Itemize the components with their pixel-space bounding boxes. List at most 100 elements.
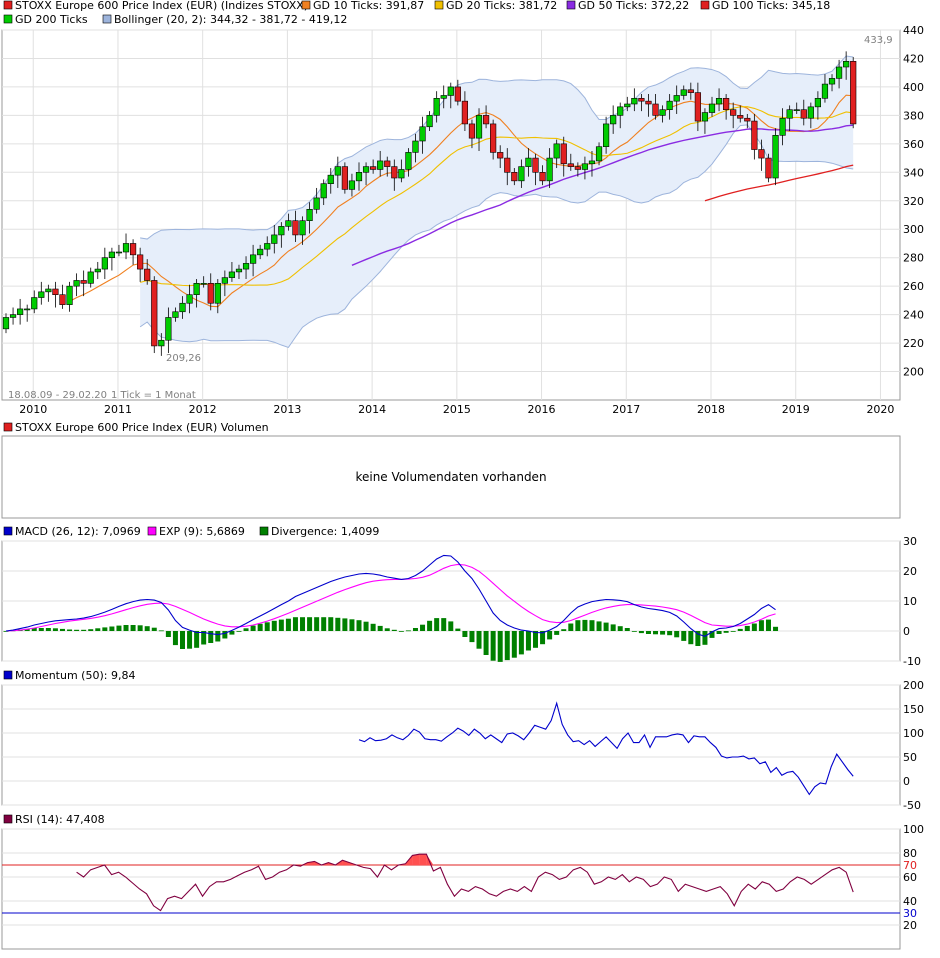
candle-up <box>581 163 589 170</box>
divergence-bar <box>257 623 263 631</box>
candle-up <box>405 152 412 170</box>
price-legend: STOXX Europe 600 Price Index (EUR) (Indi… <box>3 0 830 26</box>
legend-swatch <box>3 526 13 536</box>
candle-up <box>666 100 673 110</box>
gd20-line <box>140 106 854 287</box>
momentum-legend: Momentum (50): 9,84 <box>3 669 135 682</box>
candle-up <box>814 98 821 108</box>
candle-down <box>292 220 299 236</box>
candle-up <box>475 115 483 139</box>
macd-line <box>5 554 776 638</box>
candle-up <box>179 302 186 313</box>
candle-down <box>137 254 144 270</box>
candle-down <box>207 283 214 304</box>
divergence-bar <box>667 631 673 636</box>
divergence-bar <box>264 622 270 631</box>
divergence-bar <box>194 631 200 648</box>
y-tick-label: 30 <box>903 535 917 548</box>
price-plot: 433,9 209,26 <box>2 35 893 364</box>
candle-up <box>221 277 228 284</box>
y-tick-label: 440 <box>903 24 924 37</box>
candle-up <box>108 251 115 258</box>
divergence-bar <box>363 621 369 631</box>
divergence-bar <box>420 624 426 631</box>
divergence-bar <box>137 625 143 631</box>
y-tick-label: 380 <box>903 109 924 122</box>
divergence-bar <box>88 629 94 631</box>
divergence-bar <box>730 631 736 632</box>
divergence-bar <box>497 631 503 662</box>
legend-label: EXP (9): 5,6869 <box>159 525 245 538</box>
y-tick-label: 100 <box>903 727 924 740</box>
candle-up <box>94 268 101 273</box>
divergence-bar <box>448 621 454 631</box>
candle-up <box>115 251 123 254</box>
candle-up <box>412 140 419 153</box>
candle-down <box>723 98 730 110</box>
rsi-overbought-fill <box>412 854 420 865</box>
rsi-line <box>76 853 854 912</box>
volume-legend: STOXX Europe 600 Price Index (EUR) Volum… <box>3 421 269 434</box>
divergence-bar <box>744 625 750 631</box>
candle-down <box>850 61 857 125</box>
candle-up <box>828 78 836 85</box>
candle-up <box>377 160 384 170</box>
candle-up <box>786 109 793 119</box>
candle-down <box>384 160 391 167</box>
y-tick-label: 40 <box>903 895 917 908</box>
rsi-overbought-fill <box>426 854 434 865</box>
candle-up <box>419 126 426 142</box>
y-tick-label: 300 <box>903 223 924 236</box>
candle-up <box>285 220 292 227</box>
divergence-bar <box>504 631 510 661</box>
candle-down <box>80 280 87 284</box>
candle-up <box>250 254 257 264</box>
divergence-bar <box>52 628 58 631</box>
divergence-bar <box>476 631 482 649</box>
candle-up <box>715 98 723 105</box>
candle-up <box>553 143 560 159</box>
legend-label: GD 10 Ticks: 391,87 <box>313 0 424 12</box>
divergence-bar <box>144 626 150 631</box>
year-label: 2011 <box>104 403 132 416</box>
divergence-bar <box>314 617 320 631</box>
candle-up <box>193 283 200 295</box>
bollinger-lower <box>139 124 854 349</box>
divergence-bar <box>405 630 411 632</box>
candle-up <box>362 166 370 173</box>
candle-down <box>751 120 758 150</box>
divergence-bar <box>278 619 284 631</box>
candle-down <box>468 123 476 139</box>
candle-down <box>482 115 490 125</box>
divergence-bar <box>59 628 65 631</box>
divergence-bar <box>773 626 779 631</box>
candle-up <box>807 106 814 119</box>
divergence-bar <box>462 631 468 637</box>
divergence-bar <box>490 631 496 661</box>
legend-label: GD 50 Ticks: 372,22 <box>578 0 689 12</box>
rsi-overbought-fill <box>419 854 427 865</box>
candle-up <box>673 95 680 102</box>
divergence-bar <box>201 631 207 645</box>
y-tick-label: -10 <box>903 655 921 668</box>
divergence-bar <box>455 628 461 631</box>
candle-down <box>461 100 469 125</box>
candle-up <box>631 98 638 105</box>
macd-plot <box>2 540 900 662</box>
candle-up <box>617 106 624 116</box>
divergence-bar <box>469 631 475 643</box>
rsi-upper-label: 70 <box>903 859 917 872</box>
candle-down <box>744 117 751 122</box>
divergence-bar <box>208 631 214 643</box>
y-tick-label: 100 <box>903 823 924 836</box>
candle-up <box>242 263 250 270</box>
legend-swatch <box>3 670 13 680</box>
y-tick-label: 50 <box>903 751 917 764</box>
bollinger-upper <box>140 55 854 240</box>
candle-up <box>24 308 31 311</box>
divergence-bar <box>533 631 538 648</box>
candle-up <box>271 234 278 244</box>
divergence-bar <box>645 631 651 634</box>
candle-up <box>708 103 716 113</box>
